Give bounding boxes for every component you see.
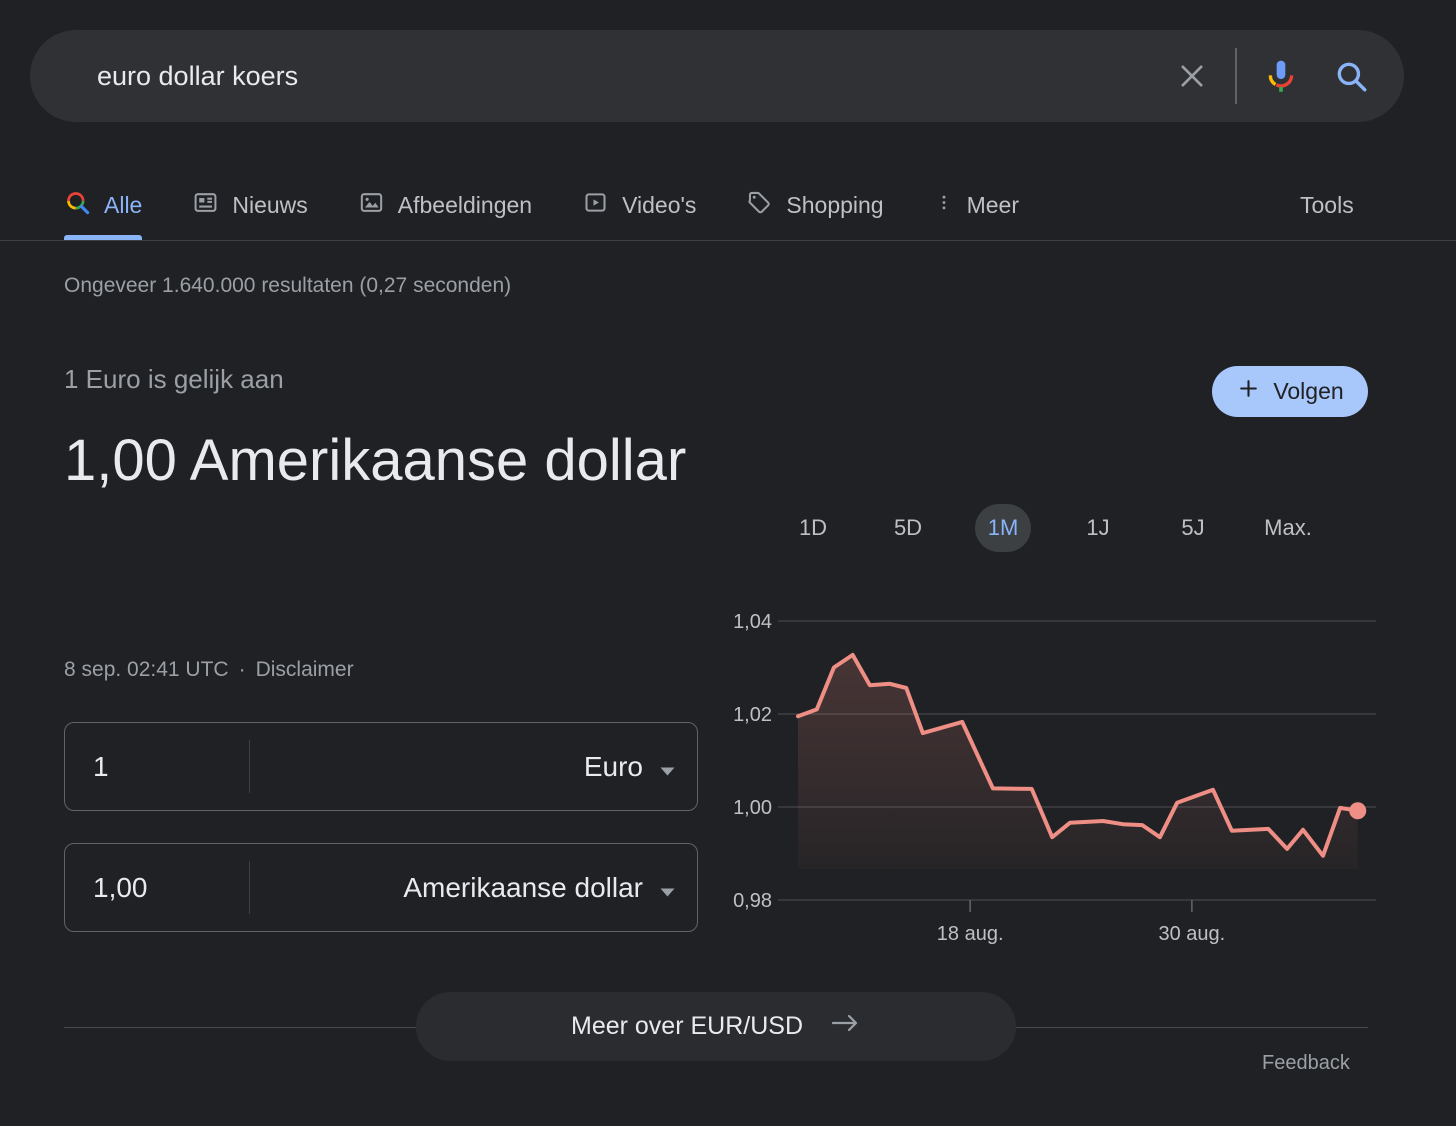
range-button-max[interactable]: Max. (1264, 515, 1312, 540)
result-tabs: Alle Nieuws Afbeeldingen Video's Shopping Mee… (64, 170, 1019, 240)
tab-meer[interactable]: Meer (934, 170, 1019, 240)
currency-select-to[interactable]: Amerikaanse dollar (403, 844, 675, 931)
eur-usd-chart-svg: 1,04 1,02 1,00 0,98 18 aug. 30 aug. (733, 611, 1376, 945)
tab-nieuws[interactable]: Nieuws (192, 170, 308, 240)
y-axis-tick-label: 1,02 (733, 704, 772, 726)
chevron-down-icon (660, 872, 675, 904)
amount-input-to[interactable]: 1,00 (93, 871, 148, 903)
tab-shopping[interactable]: Shopping (746, 170, 884, 240)
exchange-rate-chart[interactable]: 1,04 1,02 1,00 0,98 18 aug. 30 aug. (720, 590, 1380, 950)
tools-button[interactable]: Tools (1300, 191, 1354, 218)
tab-label: Alle (104, 191, 143, 218)
image-icon (358, 189, 385, 222)
tab-afbeeldingen[interactable]: Afbeeldingen (358, 170, 532, 240)
tab-video-s[interactable]: Video's (582, 170, 696, 240)
range-button-5j[interactable]: 5J (1181, 515, 1205, 540)
conversion-timestamp: 8 sep. 02:41 UTC (64, 658, 229, 681)
tab-label: Video's (622, 191, 697, 218)
search-input[interactable]: euro dollar koers (97, 60, 299, 91)
video-icon (582, 189, 609, 222)
more-about-eurusd-button[interactable]: Meer over EUR/USD (416, 992, 1016, 1061)
shopping-icon (746, 189, 773, 222)
range-button-1m[interactable]: 1M (975, 504, 1031, 552)
y-axis-tick-label: 1,04 (733, 611, 772, 633)
last-price-dot (1349, 802, 1367, 820)
tab-alle[interactable]: Alle (64, 170, 143, 240)
x-axis-tick-label: 30 aug. (1159, 923, 1226, 945)
range-button-1d[interactable]: 1D (798, 515, 828, 540)
conversion-meta: 8 sep. 02:41 UTC · Disclaimer (64, 658, 354, 682)
converter-row-divider (249, 861, 250, 914)
converter-row-from: 1 Euro (64, 722, 698, 811)
conversion-result: 1,00 Amerikaanse dollar (64, 428, 687, 493)
chart-range-buttons: 1D 5D 1M 1J 5J Max. (785, 503, 1316, 553)
y-axis-tick-label: 0,98 (733, 890, 772, 912)
range-button-1j[interactable]: 1J (1086, 515, 1110, 540)
search-bar-divider (1235, 48, 1237, 104)
price-line (796, 652, 1360, 858)
disclaimer-link[interactable]: Disclaimer (255, 658, 354, 681)
tabs-divider (0, 240, 1456, 241)
range-button-5d[interactable]: 5D (893, 515, 923, 540)
tab-label: Nieuws (232, 191, 308, 218)
feedback-link[interactable]: Feedback (1262, 1052, 1350, 1074)
amount-input-from[interactable]: 1 (93, 750, 109, 782)
converter-row-divider (249, 740, 250, 793)
currency-select-to-label: Amerikaanse dollar (403, 871, 643, 903)
search-bar-icons (1175, 30, 1404, 122)
currency-select-from-label: Euro (583, 750, 643, 782)
search-icon[interactable] (1333, 58, 1370, 95)
search-colored-icon (64, 189, 91, 222)
clear-icon[interactable] (1175, 59, 1209, 93)
x-axis-tick-label: 18 aug. (937, 923, 1004, 945)
tab-label: Meer (966, 191, 1019, 218)
plus-icon (1236, 376, 1261, 407)
tab-label: Shopping (786, 191, 884, 218)
currency-select-from[interactable]: Euro (584, 723, 675, 810)
follow-button[interactable]: Volgen (1212, 366, 1368, 417)
active-tab-underline (64, 235, 143, 240)
chart-area-fill (798, 654, 1358, 869)
chevron-down-icon (660, 751, 675, 783)
meta-separator: · (238, 658, 246, 681)
more-about-eurusd-label: Meer over EUR/USD (571, 1012, 803, 1040)
mic-icon[interactable] (1261, 56, 1301, 96)
search-bar[interactable]: euro dollar koers (30, 30, 1404, 122)
conversion-heading: 1 Euro is gelijk aan (64, 364, 284, 394)
more-dots-icon (934, 189, 954, 222)
converter-row-to: 1,00 Amerikaanse dollar (64, 843, 698, 932)
arrow-right-icon (829, 1011, 861, 1042)
follow-button-label: Volgen (1273, 378, 1344, 404)
result-stats: Ongeveer 1.640.000 resultaten (0,27 seco… (64, 274, 512, 297)
tab-label: Afbeeldingen (397, 191, 533, 218)
y-axis-tick-label: 1,00 (733, 797, 772, 819)
news-icon (192, 189, 219, 222)
